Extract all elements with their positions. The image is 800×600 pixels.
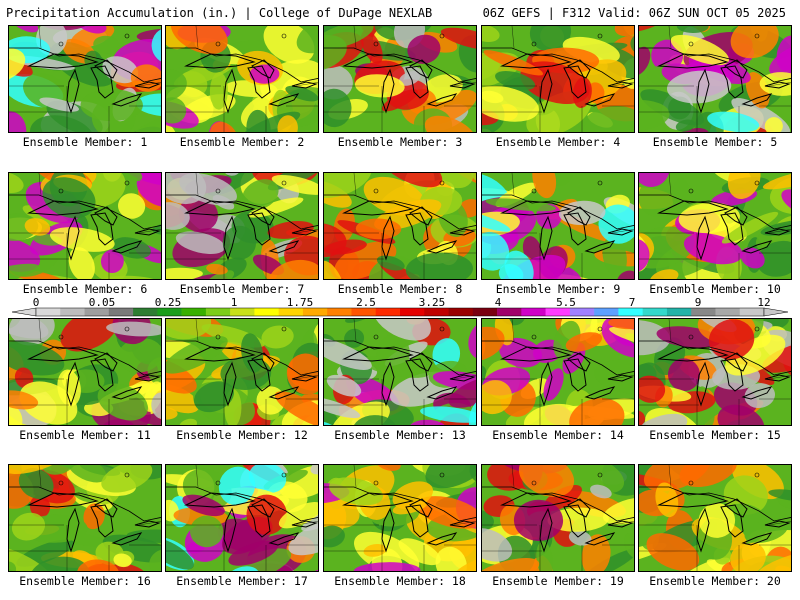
ensemble-member-label: Ensemble Member: 19	[492, 574, 624, 588]
colorbar-swatch	[133, 308, 158, 316]
ensemble-member-label: Ensemble Member: 13	[334, 428, 466, 442]
colorbar-swatch	[60, 308, 85, 316]
ensemble-member-label: Ensemble Member: 14	[492, 428, 624, 442]
ensemble-member-map	[481, 464, 635, 572]
colorbar-swatch	[302, 308, 328, 316]
colorbar-swatch	[497, 308, 522, 316]
ensemble-member-map	[323, 172, 477, 280]
colorbar-swatch	[375, 308, 401, 316]
ensemble-member-label: Ensemble Member: 1	[22, 135, 148, 149]
colorbar-swatch	[36, 308, 61, 316]
colorbar-swatch	[84, 308, 110, 316]
colorbar-tick-label: 2.5	[356, 296, 376, 309]
colorbar-tick-label: 1.75	[286, 296, 314, 309]
colorbar-swatch	[594, 308, 619, 316]
colorbar-tick-label: 0.25	[154, 296, 182, 309]
colorbar-swatch	[472, 308, 498, 316]
colorbar-max-arrow	[763, 307, 789, 317]
ensemble-member-label: Ensemble Member: 15	[649, 428, 781, 442]
colorbar-tick-label: 0.05	[88, 296, 116, 309]
ensemble-member-label: Ensemble Member: 8	[337, 282, 463, 296]
colorbar-swatch	[666, 308, 692, 316]
colorbar-swatch	[157, 308, 182, 316]
ensemble-member-label: Ensemble Member: 16	[19, 574, 151, 588]
colorbar-tick-label: 12	[757, 296, 771, 309]
colorbar-swatch	[278, 308, 304, 316]
ensemble-member-map	[638, 172, 792, 280]
colorbar-swatch	[205, 308, 231, 316]
ensemble-member-map	[8, 25, 162, 133]
ensemble-member-label: Ensemble Member: 7	[179, 282, 305, 296]
ensemble-member-map	[165, 464, 319, 572]
ensemble-member-map	[638, 318, 792, 426]
ensemble-member-label: Ensemble Member: 12	[176, 428, 308, 442]
colorbar-swatch	[691, 308, 716, 316]
colorbar-swatch	[351, 308, 377, 316]
colorbar-swatch	[181, 308, 207, 316]
ensemble-member-map	[638, 25, 792, 133]
ensemble-member-label: Ensemble Member: 20	[649, 574, 781, 588]
ensemble-member-label: Ensemble Member: 9	[495, 282, 621, 296]
colorbar-swatch	[327, 308, 352, 316]
ensemble-member-map	[165, 25, 319, 133]
colorbar-tick-label: 4	[494, 296, 502, 309]
colorbar-tick-label: 7	[628, 296, 636, 309]
colorbar-swatch	[448, 308, 474, 316]
colorbar-swatch	[569, 308, 595, 316]
ensemble-member-label: Ensemble Member: 10	[649, 282, 781, 296]
ensemble-member-map	[323, 318, 477, 426]
ensemble-member-label: Ensemble Member: 17	[176, 574, 308, 588]
ensemble-member-label: Ensemble Member: 5	[652, 135, 778, 149]
ensemble-member-label: Ensemble Member: 6	[22, 282, 148, 296]
colorbar-swatch	[254, 308, 279, 316]
ensemble-member-map	[638, 464, 792, 572]
colorbar-tick-label: 0	[32, 296, 40, 309]
ensemble-member-label: Ensemble Member: 3	[337, 135, 463, 149]
colorbar-swatch	[424, 308, 449, 316]
colorbar-tick-label: 5.5	[556, 296, 576, 309]
ensemble-member-map	[8, 172, 162, 280]
colorbar-swatch	[108, 308, 134, 316]
page-title: Precipitation Accumulation (in.) | Colle…	[6, 6, 433, 20]
colorbar-swatch	[715, 308, 741, 316]
precipitation-colorbar	[11, 307, 789, 317]
ensemble-member-map	[165, 318, 319, 426]
ensemble-member-map	[8, 464, 162, 572]
colorbar-tick-label: 3.25	[418, 296, 446, 309]
colorbar-tick-label: 9	[694, 296, 702, 309]
ensemble-member-map	[323, 464, 477, 572]
model-run-info: 06Z GEFS | F312 Valid: 06Z SUN OCT 05 20…	[482, 6, 786, 20]
ensemble-member-map	[481, 172, 635, 280]
colorbar-tick-label: 1	[230, 296, 238, 309]
ensemble-member-label: Ensemble Member: 11	[19, 428, 151, 442]
colorbar-swatch	[521, 308, 546, 316]
ensemble-member-label: Ensemble Member: 4	[495, 135, 621, 149]
colorbar-swatch	[230, 308, 255, 316]
colorbar-min-arrow	[11, 307, 37, 317]
ensemble-member-map	[481, 318, 635, 426]
ensemble-member-map	[323, 25, 477, 133]
colorbar-swatch	[545, 308, 571, 316]
ensemble-member-map	[165, 172, 319, 280]
colorbar-swatch	[642, 308, 668, 316]
ensemble-member-label: Ensemble Member: 2	[179, 135, 305, 149]
ensemble-member-map	[8, 318, 162, 426]
colorbar-swatch	[739, 308, 765, 316]
colorbar-swatch	[618, 308, 643, 316]
ensemble-member-map	[481, 25, 635, 133]
colorbar-swatch	[400, 308, 425, 316]
ensemble-member-label: Ensemble Member: 18	[334, 574, 466, 588]
